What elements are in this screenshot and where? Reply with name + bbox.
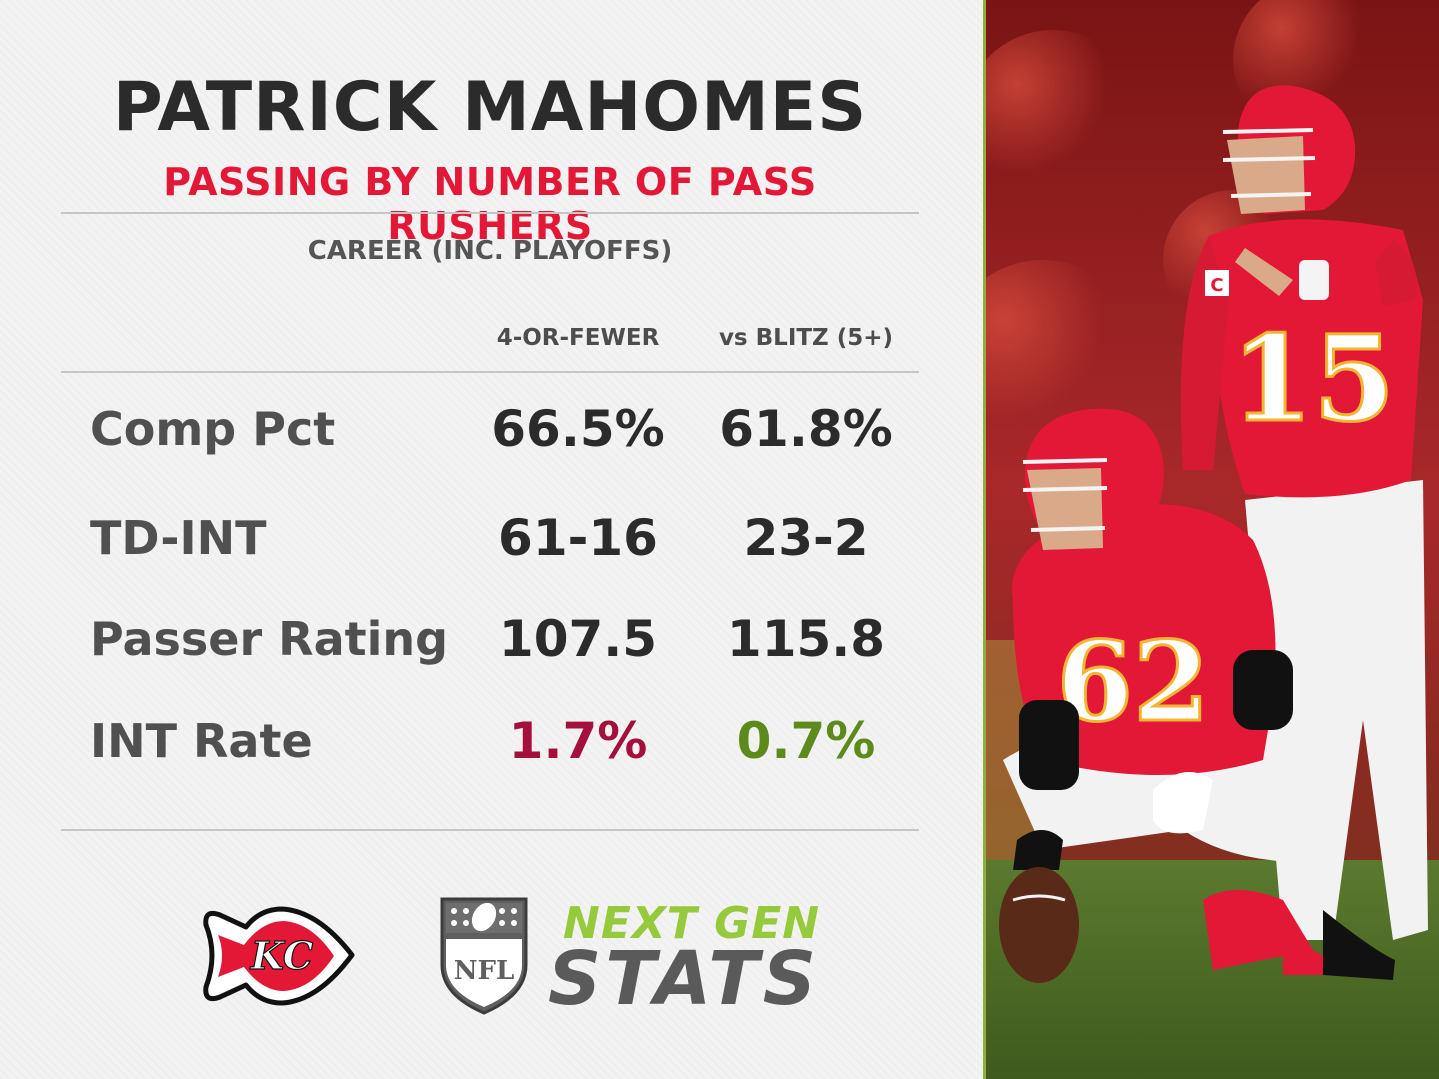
chiefs-logo-letters: KC [250,933,313,978]
td-int-4-or-fewer: 61-16 [498,509,658,567]
passer-rating-blitz: 115.8 [726,610,886,668]
row-label-passer-rating: Passer Rating [90,612,449,666]
comp-pct-blitz: 61.8% [719,400,893,458]
chiefs-logo: KC [203,906,355,1006]
divider-header [61,371,919,373]
captain-patch: C [1210,275,1223,296]
column-header-4-or-fewer: 4-OR-FEWER [496,325,660,351]
divider-bottom [61,829,919,831]
int-rate-4-or-fewer: 1.7% [508,712,648,770]
stats-panel: PATRICK MAHOMES PASSING BY NUMBER OF PAS… [0,0,983,1079]
divider-top [61,212,919,214]
jersey-number-15: 15 [1231,309,1395,448]
page-subtitle: PASSING BY NUMBER OF PASS RUSHERS [163,160,817,248]
jersey-number-62: 62 [1056,617,1209,746]
page-title: PATRICK MAHOMES [112,68,868,147]
td-int-blitz: 23-2 [743,509,869,567]
ngs-logo-stats: STATS [548,936,820,1022]
nfl-logo-letters: NFL [454,956,515,986]
nfl-shield-logo: NFL [440,897,528,1015]
row-label-comp-pct: Comp Pct [90,402,336,456]
passer-rating-4-or-fewer: 107.5 [498,610,658,668]
int-rate-blitz: 0.7% [736,712,876,770]
player-photo: 15 C 62 [983,0,1439,1079]
column-header-blitz: vs BLITZ (5+) [718,325,894,351]
table-caption: CAREER (INC. PLAYOFFS) [307,236,673,266]
comp-pct-4-or-fewer: 66.5% [491,400,665,458]
row-label-int-rate: INT Rate [90,714,313,768]
row-label-td-int: TD-INT [90,511,267,565]
center-figure: 62 [999,408,1353,983]
ngs-logo-next-gen: NEXT GEN [563,898,821,949]
